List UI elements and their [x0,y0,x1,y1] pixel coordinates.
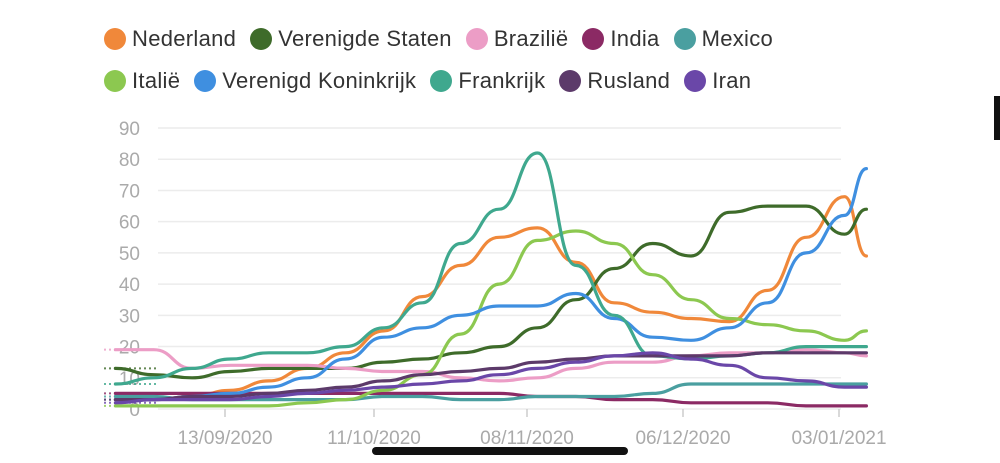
legend-item[interactable]: Mexico [673,26,774,51]
series-line [113,351,868,405]
legend-label: Frankrijk [458,68,546,93]
series-line [113,195,868,402]
legend-swatch [465,28,488,50]
y-tick-label: 20 [119,338,140,359]
series-line [113,351,868,402]
series-line [113,151,868,386]
legend-swatch [673,28,696,50]
y-tick-label: 60 [119,213,140,234]
legend-label: Verenigd Koninkrijk [222,68,417,93]
legend-item[interactable]: Verenigd Koninkrijk [194,68,417,93]
y-tick-label: 50 [119,244,140,265]
legend-label: Italië [132,68,181,93]
legend-item[interactable]: Italië [104,68,181,93]
x-tick-label: 13/09/2020 [177,428,272,449]
legend-label: Iran [712,68,752,93]
y-tick-label: 40 [119,275,140,296]
legend-swatch [684,70,707,92]
legend-label: Brazilië [493,26,569,51]
legend-item[interactable]: Verenigde Staten [250,26,452,51]
legend-label: Rusland [587,68,671,93]
legend-swatch [582,28,605,50]
home-indicator[interactable] [372,447,628,455]
legend-label: Verenigde Staten [278,26,452,51]
legend-swatch [104,28,126,50]
screen-edge [994,96,1000,140]
legend-item[interactable]: Brazilië [465,26,569,51]
legend-swatch [559,70,582,92]
legend-label: Mexico [701,26,774,51]
y-tick-label: 70 [119,181,140,202]
y-tick-label: 80 [119,150,140,171]
x-tick-label: 11/10/2020 [327,428,421,449]
legend-item[interactable]: Rusland [559,68,671,93]
legend-swatch [194,70,217,92]
x-axis-ticks: 13/09/2020 11/10/2020 08/11/2020 06/12/2020… [177,409,887,449]
y-tick-label: 90 [119,119,140,140]
legend-item[interactable]: Nederland [104,26,237,51]
legend-item[interactable]: Iran [684,68,752,93]
y-tick-label: 0 [129,400,140,421]
grid-lines [158,127,841,410]
series-lines [104,151,868,408]
legend-label: India [610,26,660,51]
chart-legend: Nederland Verenigde Staten Brazilië India Me… [104,26,824,93]
x-tick-label: 03/01/2021 [791,428,886,449]
legend-swatch [430,70,453,92]
y-tick-label: 30 [119,306,140,327]
series-line [113,167,868,402]
series-line [113,229,868,408]
legend-swatch [104,70,126,92]
x-tick-label: 08/11/2020 [480,428,574,449]
legend-item[interactable]: Frankrijk [430,68,546,93]
legend-item[interactable]: India [582,26,660,51]
legend-swatch [250,28,273,50]
series-line [113,204,868,380]
x-tick-label: 06/12/2020 [635,428,730,449]
legend-label: Nederland [132,26,237,51]
